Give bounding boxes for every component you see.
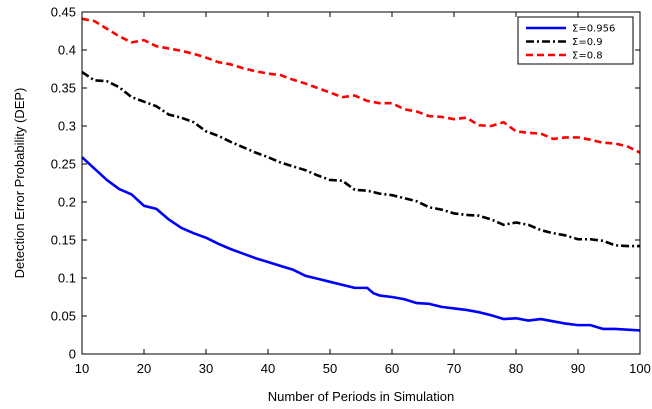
- y-tick-label: 0.05: [51, 309, 76, 324]
- legend-label-2: Σ=0.8: [572, 51, 603, 62]
- y-axis-label: Detection Error Probability (DEP): [12, 88, 27, 279]
- x-tick-label: 100: [629, 361, 651, 376]
- y-tick-label: 0.4: [58, 43, 76, 58]
- y-tick-label: 0: [69, 347, 76, 362]
- x-tick-label: 30: [199, 361, 213, 376]
- plot-background: [82, 12, 640, 354]
- x-tick-label: 80: [509, 361, 523, 376]
- y-tick-label: 0.1: [58, 271, 76, 286]
- y-tick-label: 0.25: [51, 157, 76, 172]
- series-line-1: [81, 70, 640, 248]
- y-tick-label: 0.2: [58, 195, 76, 210]
- y-tick-label: 0.15: [51, 233, 76, 248]
- y-tick-label: 0.35: [51, 81, 76, 96]
- legend: Σ=0.956 Σ=0.9 Σ=0.8: [517, 16, 634, 65]
- x-tick-label: 10: [75, 361, 89, 376]
- y-tick-label: 0.3: [58, 119, 76, 134]
- axes-frame: [81, 11, 641, 355]
- plot-area: [82, 12, 640, 354]
- series-layer: [81, 17, 641, 332]
- x-tick-label: 40: [261, 361, 275, 376]
- legend-label-1: Σ=0.9: [572, 37, 603, 48]
- x-tick-label: 90: [571, 361, 585, 376]
- axes-layer: 10 20 30 40 50 60 70 80 90 100 0 0.05 0.1 0.15 0.2 0.25…: [12, 5, 651, 405]
- x-tick-label: 60: [385, 361, 399, 376]
- x-tick-label: 20: [137, 361, 151, 376]
- x-axis-label: Number of Periods in Simulation: [268, 389, 454, 404]
- series-line-2: [81, 17, 641, 154]
- y-tick-label: 0.45: [51, 5, 76, 20]
- x-tick-label: 70: [447, 361, 461, 376]
- x-tick-label: 50: [323, 361, 337, 376]
- legend-label-0: Σ=0.956: [572, 24, 615, 35]
- series-line-0: [81, 156, 641, 332]
